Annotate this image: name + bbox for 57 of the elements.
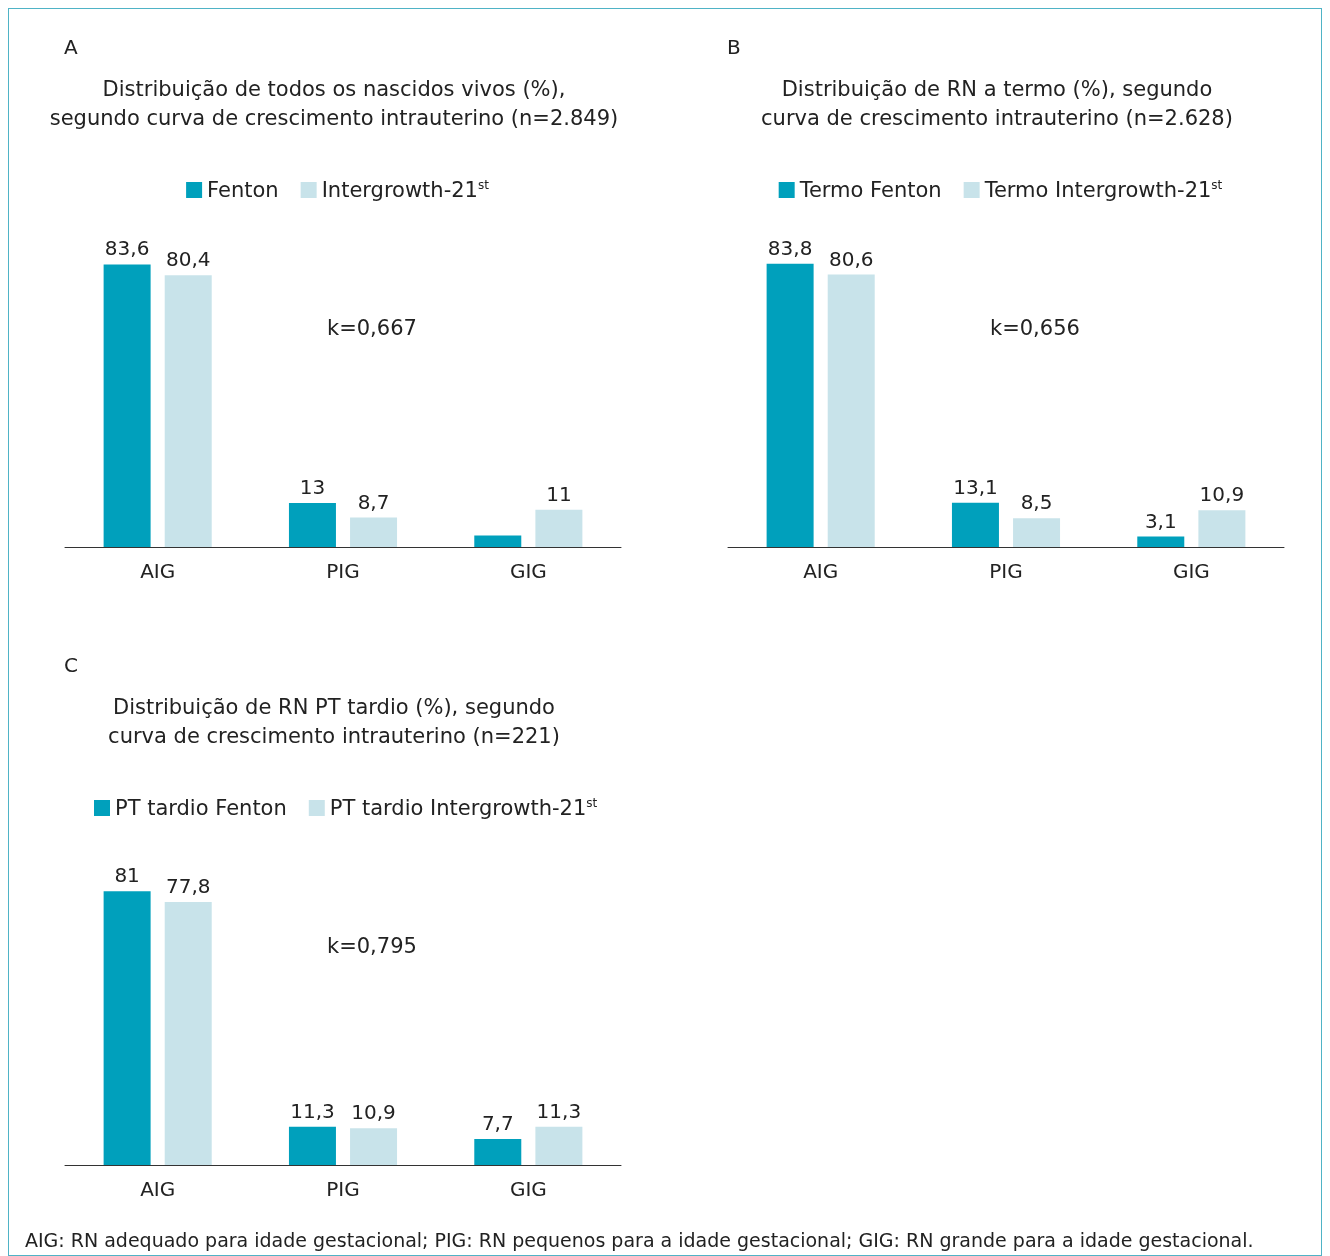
bar — [766, 263, 814, 547]
data-label: 11,3 — [536, 1098, 582, 1123]
text: AIG: RN adequado para idade gestacional; PIG: RN pequenos para a idade gestacional; GIG: RN grande para a idade gestacional. — [25, 1229, 1254, 1251]
data-label: 80,6 — [828, 246, 874, 271]
annotation: k=0,656 — [990, 315, 1080, 340]
x-tick-label: PIG — [326, 1177, 360, 1201]
legend-label: Termo Fenton — [798, 178, 942, 202]
bar — [827, 274, 875, 547]
bar — [1198, 510, 1246, 547]
bar — [103, 264, 151, 547]
data-label: 13,1 — [953, 474, 998, 499]
x-tick-label: GIG — [1172, 559, 1210, 583]
x-tick-label: GIG — [509, 559, 547, 583]
chart-title: Distribuição de todos os nascidos vivos (%), segundo curva de crescimento intrauterino (n=2.849) — [49, 76, 619, 130]
x-tick-label: PIG — [326, 559, 360, 583]
legend-label: PT tardio Fenton — [115, 796, 287, 820]
data-label: 10,9 — [1199, 482, 1245, 507]
annotation: k=0,667 — [327, 315, 417, 340]
data-label: 7,7 — [481, 1110, 514, 1135]
bar — [535, 1126, 583, 1165]
data-label: 11,3 — [290, 1098, 335, 1123]
bar — [288, 503, 336, 547]
text: B — [727, 35, 741, 59]
data-label: 13 — [299, 475, 326, 500]
x-tick-label: GIG — [509, 1177, 547, 1201]
x-tick-label: AIG — [803, 559, 839, 583]
x-tick-label: AIG — [140, 559, 176, 583]
chart-title: Distribuição de RN PT tardio (%), segundo curva de crescimento intrauterino (n=221) — [108, 694, 560, 748]
annotation: k=0,795 — [327, 933, 417, 958]
data-label: 8,7 — [357, 489, 390, 514]
data-label: 10,9 — [351, 1100, 396, 1125]
bar — [474, 1138, 522, 1165]
data-label: 81 — [114, 863, 140, 888]
bar — [1013, 518, 1061, 547]
bar — [350, 517, 398, 547]
bar — [350, 1128, 398, 1165]
data-label: 80,4 — [165, 247, 211, 272]
bar — [474, 535, 522, 547]
bar — [951, 502, 999, 547]
data-label: 83,8 — [767, 235, 813, 260]
data-label: 77,8 — [165, 874, 211, 899]
chart-title: Distribuição de RN a termo (%), segundo curva de crescimento intrauterino (n=2.628) — [761, 76, 1233, 130]
legend-label: Fenton — [207, 178, 279, 202]
text: C — [64, 653, 78, 677]
data-label: 3,1 — [1144, 508, 1177, 533]
data-label: 11 — [546, 481, 572, 506]
text: A — [64, 35, 78, 59]
x-tick-label: AIG — [140, 1177, 176, 1201]
bar — [288, 1126, 336, 1165]
bar — [164, 275, 212, 547]
bar — [103, 891, 151, 1165]
bar — [535, 509, 583, 547]
bar — [164, 902, 212, 1165]
data-label: 83,6 — [104, 236, 150, 261]
data-label: 8,5 — [1020, 490, 1053, 515]
x-tick-label: PIG — [989, 559, 1023, 583]
bar — [1137, 536, 1185, 547]
